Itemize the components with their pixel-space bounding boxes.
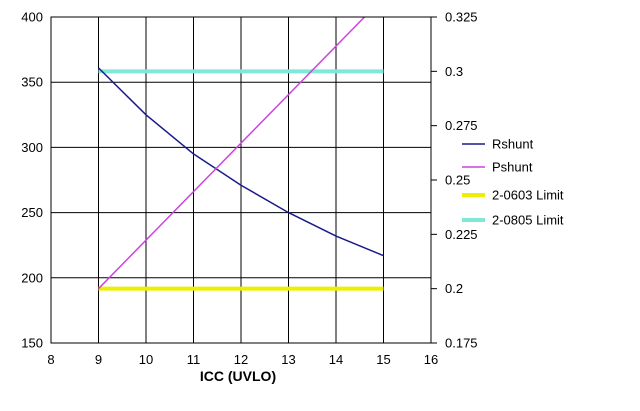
legend-label: Rshunt xyxy=(492,137,534,152)
series-layer xyxy=(97,16,384,291)
axes xyxy=(50,16,437,344)
y-tick-label: 400 xyxy=(21,10,43,25)
x-tick-label: 14 xyxy=(329,352,343,367)
x-axis-title: ICC (UVLO) xyxy=(200,368,276,384)
legend: Rshunt Pshunt 2-0603 Limit 2-0805 Limit xyxy=(462,137,564,228)
y2-tick-label: 0.225 xyxy=(445,227,478,242)
legend-label: 2-0603 Limit xyxy=(492,188,564,203)
y-tick-label: 300 xyxy=(21,140,43,155)
y-tick-label: 350 xyxy=(21,75,43,90)
y2-tick-label: 0.3 xyxy=(445,64,463,79)
legend-label: Pshunt xyxy=(492,160,533,175)
y2-tick-label: 0.275 xyxy=(445,118,478,133)
x-tick-label: 9 xyxy=(95,352,102,367)
y2-tick-label: 0.2 xyxy=(445,281,463,296)
y-tick-label: 200 xyxy=(21,270,43,285)
series-line-pshunt xyxy=(97,16,366,290)
series-line-rshunt xyxy=(97,67,384,257)
y2-tick-label: 0.325 xyxy=(445,10,478,25)
tick-labels: 150 200 250 300 350 400 8 9 10 11 12 13 14 15 16 0.175 0… xyxy=(21,10,477,368)
legend-label: 2-0805 Limit xyxy=(492,213,564,228)
x-tick-label: 12 xyxy=(234,352,248,367)
x-tick-label: 10 xyxy=(139,352,153,367)
x-tick-label: 13 xyxy=(281,352,295,367)
y-tick-label: 150 xyxy=(21,336,43,351)
x-tick-label: 8 xyxy=(47,352,54,367)
y2-tick-label: 0.25 xyxy=(445,173,470,188)
y-tick-label: 250 xyxy=(21,205,43,220)
x-tick-label: 16 xyxy=(424,352,438,367)
grid xyxy=(50,16,432,344)
y2-tick-label: 0.175 xyxy=(445,336,478,351)
x-tick-label: 11 xyxy=(187,352,201,367)
x-tick-label: 15 xyxy=(376,352,390,367)
